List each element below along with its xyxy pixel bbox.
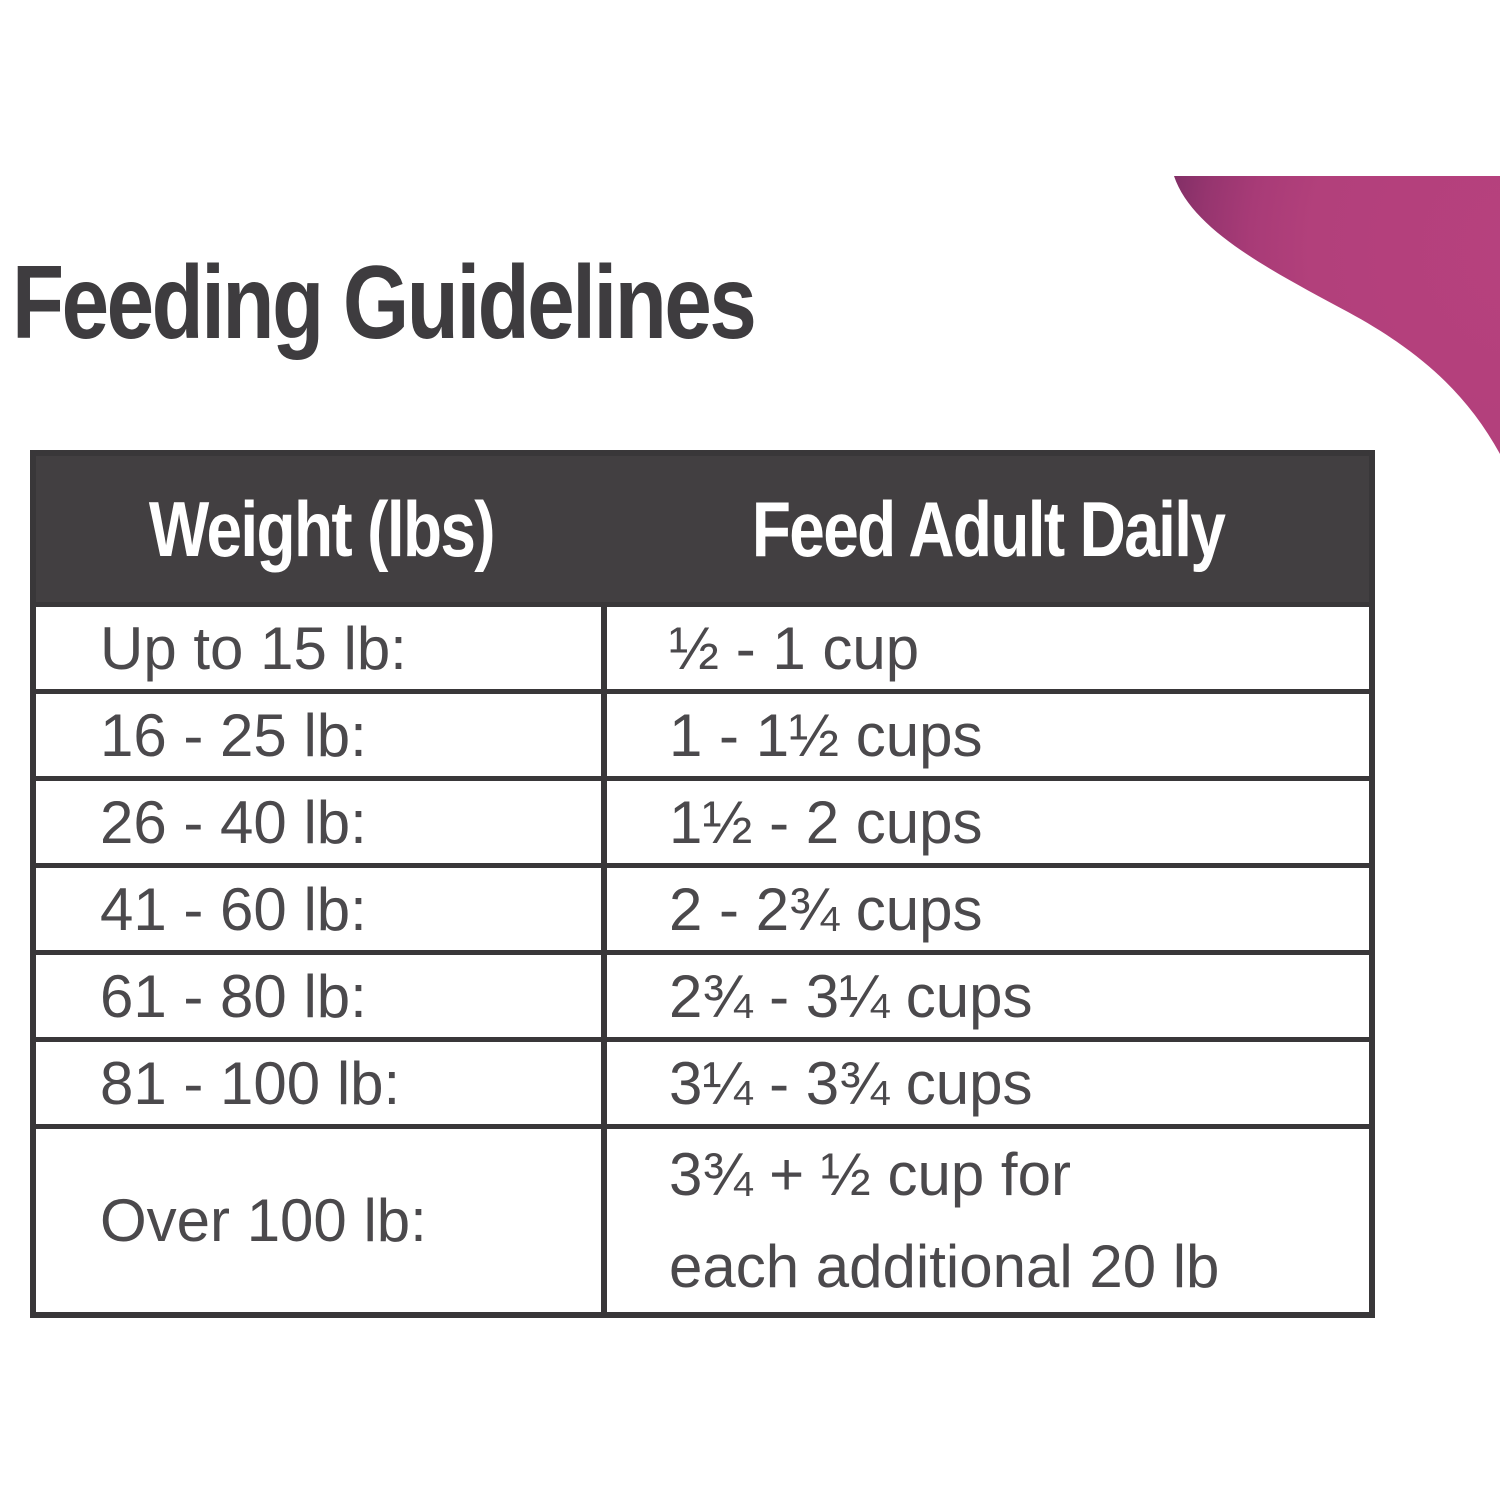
table-row: Over 100 lb: 3¾ + ½ cup for each additio… <box>36 1129 1369 1312</box>
feed-cell: 2¾ - 3¼ cups <box>607 955 1369 1037</box>
feed-value-line-1: 3¾ + ½ cup for <box>669 1141 1071 1209</box>
corner-swoosh-decoration <box>1174 176 1500 454</box>
feed-cell: 2 - 2¾ cups <box>607 868 1369 950</box>
feed-value: 1½ - 2 cups <box>669 788 983 856</box>
page-title-text: Feeding Guidelines <box>12 245 757 361</box>
feed-cell: 3¼ - 3¾ cups <box>607 1042 1369 1124</box>
feed-cell: 1½ - 2 cups <box>607 781 1369 863</box>
feed-value: 2 - 2¾ cups <box>669 875 983 943</box>
table-row: 81 - 100 lb: 3¼ - 3¾ cups <box>36 1042 1369 1129</box>
weight-cell: 61 - 80 lb: <box>36 955 607 1037</box>
table-row: Up to 15 lb: ½ - 1 cup <box>36 607 1369 694</box>
table-row: 61 - 80 lb: 2¾ - 3¼ cups <box>36 955 1369 1042</box>
table-header-row: Weight (lbs) Feed Adult Daily <box>36 456 1369 607</box>
column-header-weight: Weight (lbs) <box>36 456 607 602</box>
feed-cell: 3¾ + ½ cup for each additional 20 lb <box>607 1129 1369 1312</box>
weight-cell: Over 100 lb: <box>36 1129 607 1312</box>
weight-value: 41 - 60 lb: <box>100 875 367 943</box>
feed-value-line-2: each additional 20 lb <box>669 1232 1220 1300</box>
weight-value: 81 - 100 lb: <box>100 1049 401 1117</box>
column-header-weight-label: Weight (lbs) <box>148 484 496 573</box>
table-row: 26 - 40 lb: 1½ - 2 cups <box>36 781 1369 868</box>
weight-cell: 41 - 60 lb: <box>36 868 607 950</box>
table-row: 41 - 60 lb: 2 - 2¾ cups <box>36 868 1369 955</box>
swoosh-shape <box>1174 176 1500 454</box>
feed-value: ½ - 1 cup <box>669 614 920 682</box>
weight-value: 26 - 40 lb: <box>100 788 367 856</box>
feeding-table: Weight (lbs) Feed Adult Daily Up to 15 l… <box>30 450 1375 1318</box>
weight-value: 16 - 25 lb: <box>100 701 367 769</box>
feed-value: 2¾ - 3¼ cups <box>669 962 1033 1030</box>
column-header-feed: Feed Adult Daily <box>607 456 1369 602</box>
weight-cell: 26 - 40 lb: <box>36 781 607 863</box>
weight-value: Over 100 lb: <box>100 1187 427 1254</box>
weight-value: Up to 15 lb: <box>100 614 407 682</box>
weight-cell: Up to 15 lb: <box>36 607 607 689</box>
feed-value: 3¼ - 3¾ cups <box>669 1049 1033 1117</box>
feed-cell: ½ - 1 cup <box>607 607 1369 689</box>
feed-cell: 1 - 1½ cups <box>607 694 1369 776</box>
column-header-feed-label: Feed Adult Daily <box>751 484 1226 573</box>
weight-cell: 16 - 25 lb: <box>36 694 607 776</box>
weight-cell: 81 - 100 lb: <box>36 1042 607 1124</box>
page-title: Feeding Guidelines <box>12 245 917 361</box>
table-row: 16 - 25 lb: 1 - 1½ cups <box>36 694 1369 781</box>
feed-value: 1 - 1½ cups <box>669 701 983 769</box>
weight-value: 61 - 80 lb: <box>100 962 367 1030</box>
